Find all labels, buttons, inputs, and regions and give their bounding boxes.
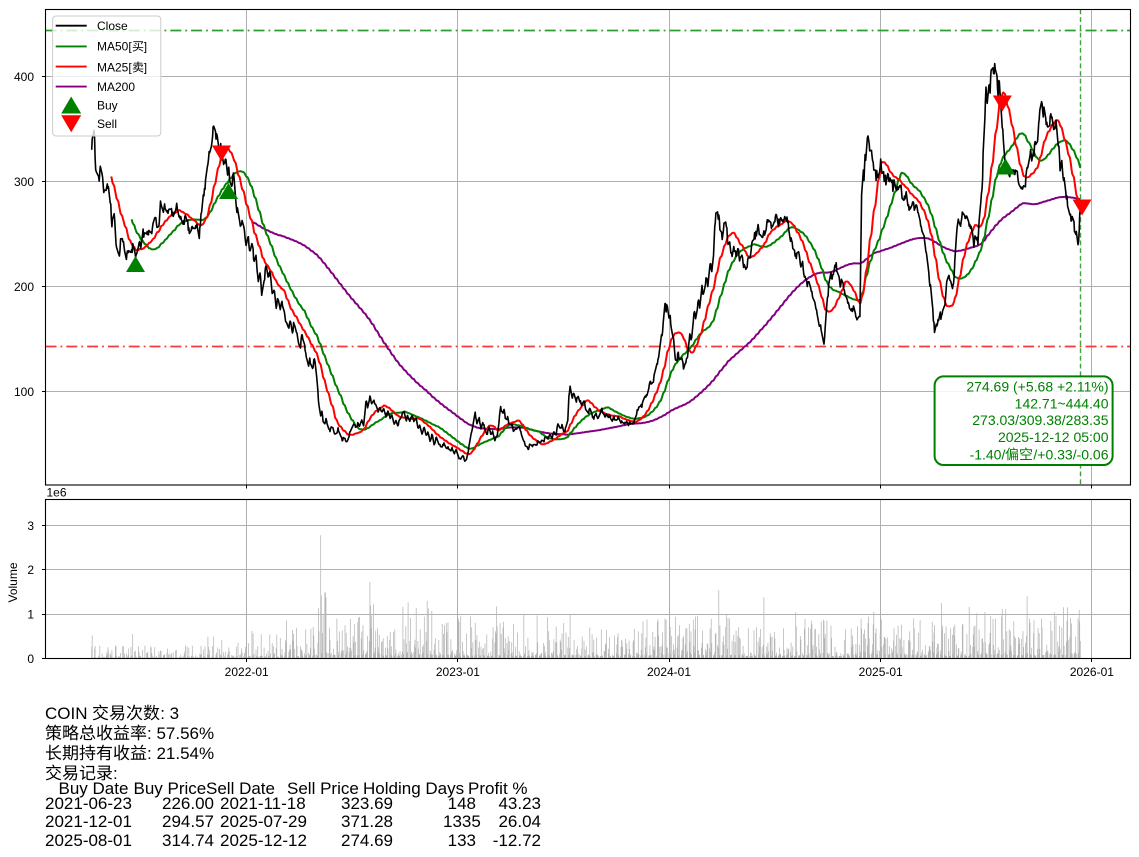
- svg-text:200: 200: [14, 280, 34, 294]
- svg-text:0: 0: [27, 652, 34, 666]
- svg-text:273.03/309.38/283.35: 273.03/309.38/283.35: [972, 412, 1108, 428]
- svg-text:1: 1: [27, 608, 34, 622]
- svg-text:2024-01: 2024-01: [647, 665, 691, 679]
- svg-text:Sell: Sell: [97, 117, 117, 131]
- svg-text:3: 3: [27, 519, 34, 533]
- svg-text:300: 300: [14, 175, 34, 189]
- svg-text:142.71~444.40: 142.71~444.40: [1015, 395, 1109, 411]
- svg-text:2022-01: 2022-01: [225, 665, 269, 679]
- svg-text:Volume: Volume: [6, 562, 20, 602]
- svg-text:Buy: Buy: [97, 98, 118, 112]
- svg-text:400: 400: [14, 70, 34, 84]
- svg-text:2026-01: 2026-01: [1070, 665, 1114, 679]
- svg-text:1e6: 1e6: [47, 486, 67, 500]
- svg-text:274.69 (+5.68 +2.11%): 274.69 (+5.68 +2.11%): [966, 379, 1108, 395]
- svg-text:100: 100: [14, 385, 34, 399]
- svg-text:2025-01: 2025-01: [859, 665, 903, 679]
- svg-text:MA200: MA200: [97, 80, 135, 94]
- svg-text:2023-01: 2023-01: [436, 665, 480, 679]
- svg-text:2025-12-12 05:00: 2025-12-12 05:00: [998, 429, 1109, 445]
- svg-text:2: 2: [27, 563, 34, 577]
- svg-text:Close: Close: [97, 19, 128, 33]
